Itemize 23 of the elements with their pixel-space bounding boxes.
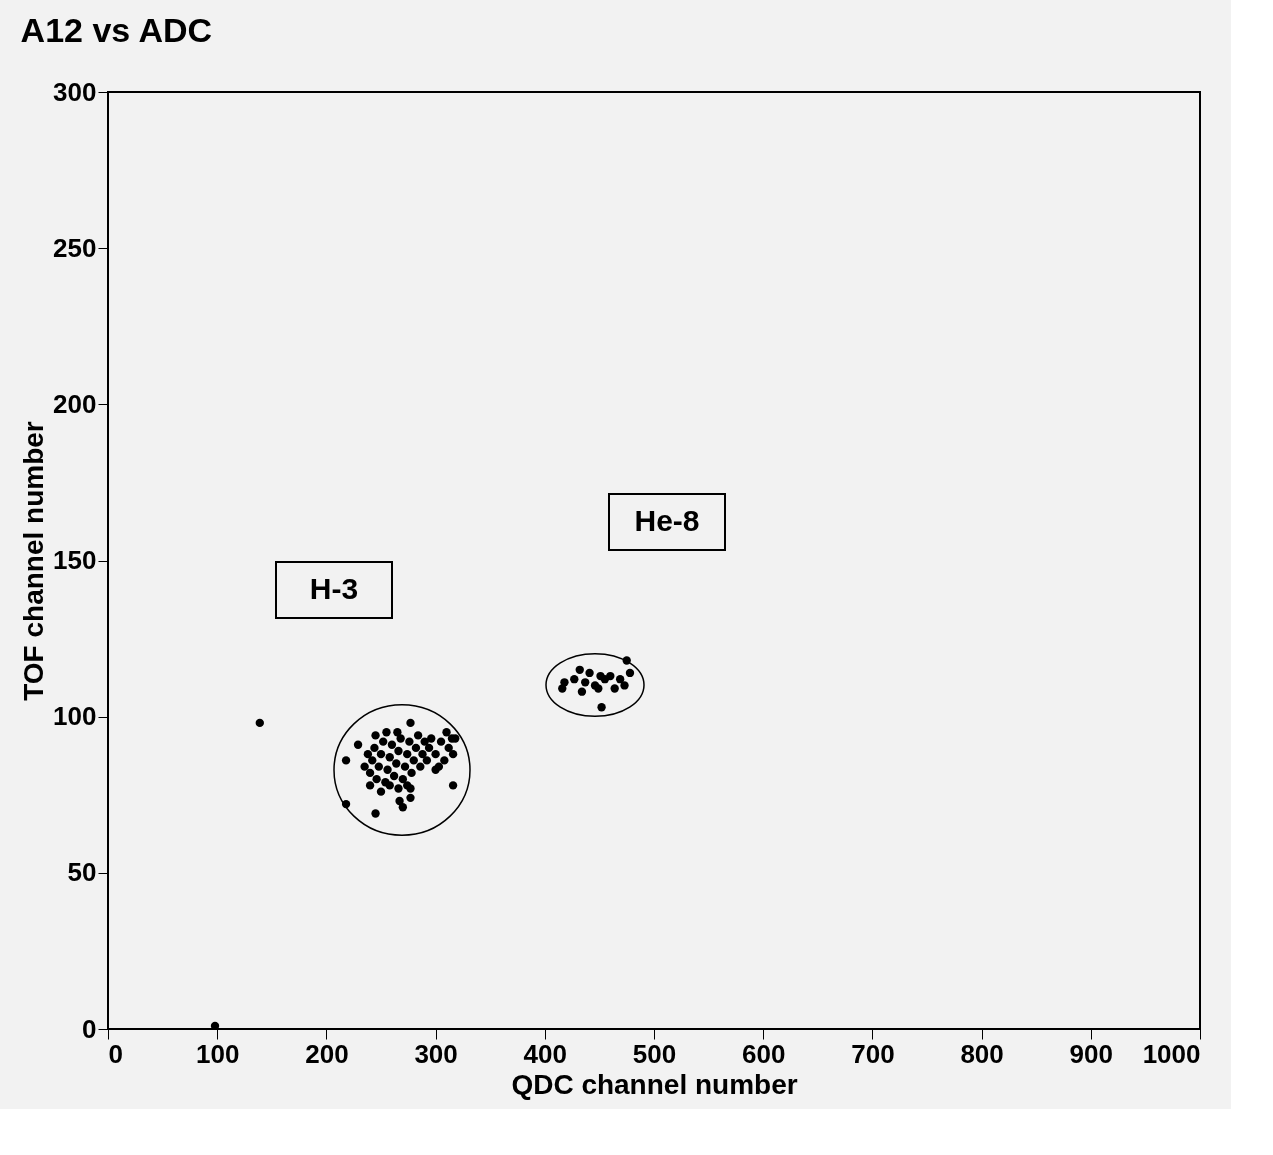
y-tick-label: 100 (53, 701, 97, 732)
y-tick-label: 200 (53, 388, 97, 419)
chart-title: A12 vs ADC (20, 11, 213, 49)
x-tick-label: 100 (196, 1038, 240, 1069)
x-axis-title: QDC channel number (511, 1068, 798, 1100)
x-tick-label: 300 (414, 1038, 458, 1069)
x-tick-label: 500 (632, 1038, 677, 1069)
x-tick-label: 900 (1069, 1038, 1113, 1069)
x-tick-label: 600 (742, 1038, 786, 1069)
x-tick-label: 400 (523, 1038, 567, 1069)
annotation: H-3 (309, 572, 359, 605)
y-tick-label: 250 (53, 232, 97, 263)
x-tick-label: 700 (851, 1038, 895, 1069)
y-axis-title: TOF channel number (18, 421, 50, 701)
y-tick-label: 150 (53, 545, 97, 575)
y-tick-label: 50 (67, 857, 97, 888)
y-tick-label: 0 (82, 1013, 97, 1044)
y-tick-label: 300 (53, 76, 97, 107)
x-tick-label: 0 (108, 1038, 123, 1069)
annotation: He-8 (634, 504, 700, 537)
x-tick-label: 1000 (1142, 1038, 1201, 1069)
x-tick-label: 800 (960, 1038, 1004, 1069)
x-tick-label: 200 (305, 1038, 349, 1069)
